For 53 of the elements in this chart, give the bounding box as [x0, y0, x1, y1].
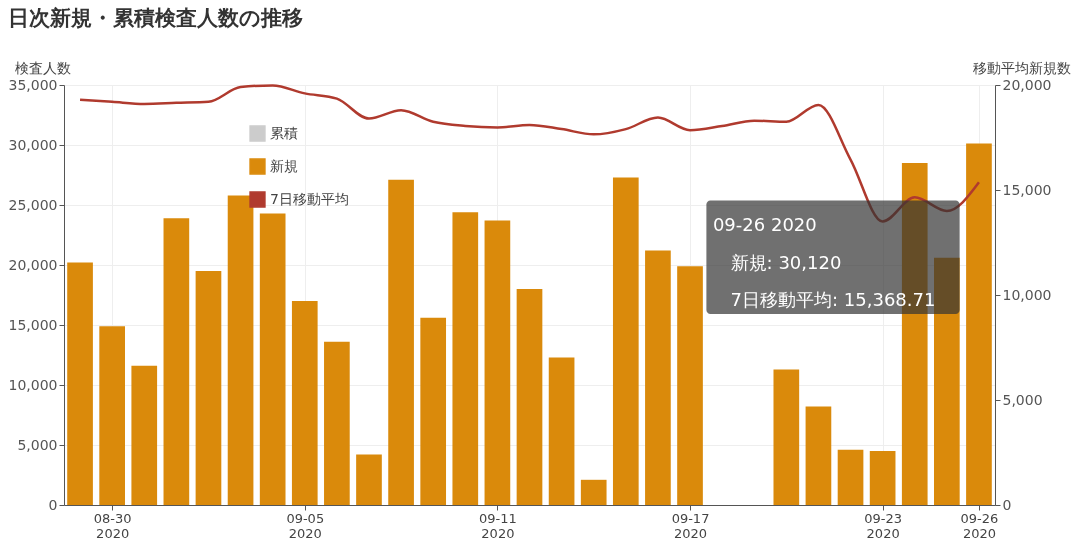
bar — [195, 271, 222, 505]
bar — [99, 326, 125, 505]
bar — [869, 451, 896, 505]
y-tick-label: 30,000 — [8, 136, 58, 153]
y2-axis-title: 移動平均新規数 — [972, 59, 1071, 76]
x-tick-label: 09-11 2020 — [479, 510, 517, 541]
bar — [612, 177, 639, 505]
bar — [677, 266, 703, 505]
bar — [548, 357, 575, 505]
x-tick-label: 09-05 2020 — [286, 510, 325, 541]
legend-label: 7日移動平均 — [270, 190, 349, 207]
bar — [131, 365, 158, 505]
chart-title: 日次新規・累積検査人数の推移 — [8, 6, 304, 30]
bar — [837, 449, 864, 505]
bar — [420, 317, 447, 505]
x-tick-label: 09-17 2020 — [671, 510, 710, 541]
bar — [291, 301, 318, 505]
bar — [163, 218, 190, 505]
x-tick-label: 09-23 2020 — [864, 510, 903, 541]
y2-tick-label: 10,000 — [1002, 286, 1052, 303]
y2-tick-label: 5,000 — [1002, 391, 1043, 408]
x-tick-label: 09-26 2020 — [960, 510, 999, 541]
y-tick-label: 5,000 — [17, 436, 58, 453]
bar — [580, 479, 607, 505]
annotation: 7日移動平均: 15,368.71 — [730, 289, 936, 311]
y-tick-label: 10,000 — [8, 376, 58, 393]
y2-tick-label: 15,000 — [1002, 181, 1052, 198]
legend-label: 累積 — [270, 124, 298, 141]
bar — [966, 143, 992, 505]
y-tick-label: 35,000 — [8, 76, 58, 93]
bar — [356, 454, 382, 505]
y-tick-label: 25,000 — [8, 196, 58, 213]
bar — [516, 289, 543, 505]
bar — [773, 369, 800, 505]
annotation: 09-26 2020 — [712, 213, 817, 235]
y-axis-title: 検査人数 — [14, 59, 71, 76]
bar — [452, 212, 479, 505]
y2-tick-label: 20,000 — [1002, 76, 1052, 93]
bar — [259, 213, 286, 505]
bar — [67, 262, 93, 505]
annotation: 新規: 30,120 — [730, 251, 842, 273]
bar — [645, 250, 671, 505]
bar — [324, 341, 350, 505]
y-tick-label: 20,000 — [8, 256, 58, 273]
bar — [805, 406, 832, 505]
bar — [388, 179, 414, 505]
legend-label: 新規 — [270, 157, 298, 174]
bar — [227, 195, 254, 505]
y-tick-label: 0 — [48, 496, 58, 513]
y2-tick-label: 0 — [1002, 496, 1012, 513]
bar — [484, 220, 511, 505]
x-tick-label: 08-30 2020 — [93, 510, 132, 541]
y-tick-label: 15,000 — [8, 316, 58, 333]
